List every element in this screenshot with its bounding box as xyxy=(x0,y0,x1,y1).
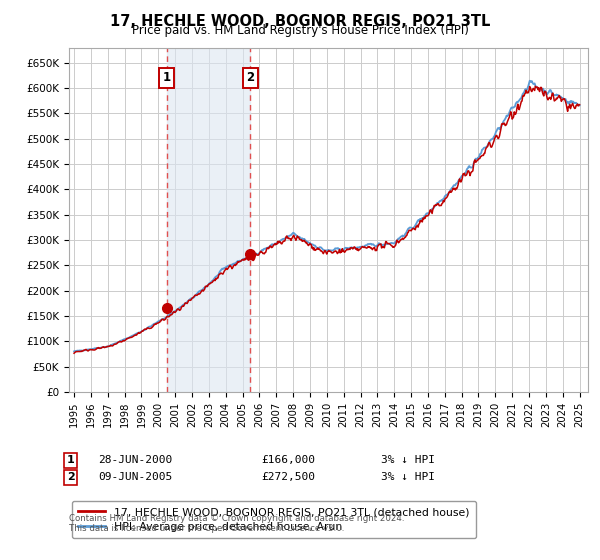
17, HECHLE WOOD, BOGNOR REGIS, PO21 3TL (detached house) xyxy=(203,283,211,290)
Text: £272,500: £272,500 xyxy=(261,472,315,482)
Text: Price paid vs. HM Land Registry's House Price Index (HPI): Price paid vs. HM Land Registry's House … xyxy=(131,24,469,37)
Line: HPI: Average price, detached house, Arun: HPI: Average price, detached house, Arun xyxy=(74,81,580,351)
Text: 1: 1 xyxy=(67,455,74,465)
17, HECHLE WOOD, BOGNOR REGIS, PO21 3TL (detached house) xyxy=(532,83,539,90)
Text: 28-JUN-2000: 28-JUN-2000 xyxy=(98,455,172,465)
17, HECHLE WOOD, BOGNOR REGIS, PO21 3TL (detached house) xyxy=(576,101,583,108)
HPI: Average price, detached house, Arun: (2.01e+03, 2.91e+05): Average price, detached house, Arun: (2.… xyxy=(368,241,376,248)
Text: Contains HM Land Registry data © Crown copyright and database right 2024.
This d: Contains HM Land Registry data © Crown c… xyxy=(69,514,404,533)
HPI: Average price, detached house, Arun: (2.02e+03, 6.08e+05): Average price, detached house, Arun: (2.… xyxy=(530,81,538,87)
17, HECHLE WOOD, BOGNOR REGIS, PO21 3TL (detached house) xyxy=(530,85,537,92)
Text: 3% ↓ HPI: 3% ↓ HPI xyxy=(381,455,435,465)
Line: 17, HECHLE WOOD, BOGNOR REGIS, PO21 3TL (detached house): 17, HECHLE WOOD, BOGNOR REGIS, PO21 3TL … xyxy=(74,86,580,353)
Text: 2: 2 xyxy=(67,472,74,482)
17, HECHLE WOOD, BOGNOR REGIS, PO21 3TL (detached house) xyxy=(181,300,188,306)
Text: 17, HECHLE WOOD, BOGNOR REGIS, PO21 3TL: 17, HECHLE WOOD, BOGNOR REGIS, PO21 3TL xyxy=(110,14,490,29)
Text: 3% ↓ HPI: 3% ↓ HPI xyxy=(381,472,435,482)
HPI: Average price, detached house, Arun: (2.02e+03, 5.66e+05): Average price, detached house, Arun: (2.… xyxy=(576,102,583,109)
Text: 09-JUN-2005: 09-JUN-2005 xyxy=(98,472,172,482)
Bar xyxy=(167,48,250,392)
17, HECHLE WOOD, BOGNOR REGIS, PO21 3TL (detached house) xyxy=(70,350,77,357)
HPI: Average price, detached house, Arun: (2e+03, 1.75e+05): Average price, detached house, Arun: (2e… xyxy=(181,300,188,307)
HPI: Average price, detached house, Arun: (2.02e+03, 6.15e+05): Average price, detached house, Arun: (2.… xyxy=(526,77,533,84)
17, HECHLE WOOD, BOGNOR REGIS, PO21 3TL (detached house) xyxy=(319,249,326,255)
HPI: Average price, detached house, Arun: (2.02e+03, 3.42e+05): Average price, detached house, Arun: (2.… xyxy=(418,216,425,222)
HPI: Average price, detached house, Arun: (2.01e+03, 2.82e+05): Average price, detached house, Arun: (2.… xyxy=(319,246,326,253)
Text: 1: 1 xyxy=(163,72,171,85)
Legend: 17, HECHLE WOOD, BOGNOR REGIS, PO21 3TL (detached house), HPI: Average price, de: 17, HECHLE WOOD, BOGNOR REGIS, PO21 3TL … xyxy=(72,501,476,538)
HPI: Average price, detached house, Arun: (2e+03, 2.09e+05): Average price, detached house, Arun: (2e… xyxy=(203,283,211,290)
17, HECHLE WOOD, BOGNOR REGIS, PO21 3TL (detached house) xyxy=(368,245,376,252)
17, HECHLE WOOD, BOGNOR REGIS, PO21 3TL (detached house) xyxy=(418,217,425,224)
Text: £166,000: £166,000 xyxy=(261,455,315,465)
Text: 2: 2 xyxy=(246,72,254,85)
HPI: Average price, detached house, Arun: (2e+03, 8.03e+04): Average price, detached house, Arun: (2e… xyxy=(70,348,77,354)
